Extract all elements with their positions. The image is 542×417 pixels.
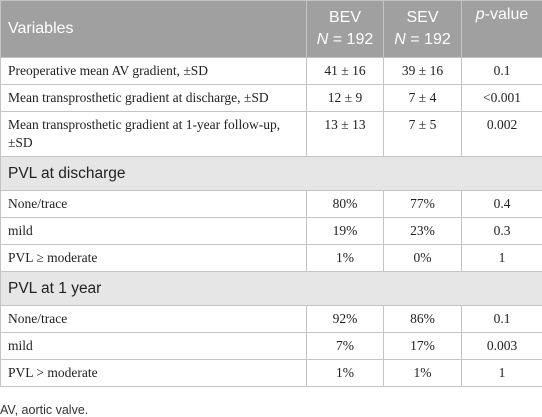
variable-cell: PVL > moderate <box>0 359 307 387</box>
value-cell: 1% <box>383 359 462 387</box>
data-row: None/trace 92% 86% 0.1 <box>0 305 542 333</box>
value-cell: 80% <box>306 190 384 218</box>
variable-cell: Mean transprosthetic gradient at 1-year … <box>0 111 307 157</box>
value-cell: 0.3 <box>461 217 542 245</box>
data-row: None/trace 80% 77% 0.4 <box>0 190 542 218</box>
variable-cell: None/trace <box>0 305 307 333</box>
data-row: Mean transprosthetic gradient at dischar… <box>0 84 542 112</box>
value-cell: 0.1 <box>461 57 542 85</box>
value-cell: 86% <box>383 305 462 333</box>
header-text: Variables <box>8 20 74 37</box>
data-row: PVL > moderate 1% 1% 1 <box>0 359 542 387</box>
value-cell: 7 ± 5 <box>383 111 462 157</box>
variable-cell: mild <box>0 217 307 245</box>
section-title: PVL at 1 year <box>0 271 542 306</box>
value-cell: 17% <box>383 332 462 360</box>
table-header: Variables BEV N = 192 SEV N = 192 p-valu… <box>0 0 542 58</box>
variable-cell: Mean transprosthetic gradient at dischar… <box>0 84 307 112</box>
header-text: -value <box>484 6 529 23</box>
data-row: PVL ≥ moderate 1% 0% 1 <box>0 244 542 272</box>
header-text: N <box>394 31 406 48</box>
value-cell: 0% <box>383 244 462 272</box>
value-cell: 0.003 <box>461 332 542 360</box>
data-row: Mean transprosthetic gradient at 1-year … <box>0 111 542 157</box>
value-cell: 12 ± 9 <box>306 84 384 112</box>
section-title: PVL at discharge <box>0 156 542 191</box>
value-cell: 92% <box>306 305 384 333</box>
header-row: Variables BEV N = 192 SEV N = 192 p-valu… <box>0 0 542 58</box>
data-row: mild 19% 23% 0.3 <box>0 217 542 245</box>
header-text: = 192 <box>332 31 374 48</box>
variable-cell: Preoperative mean AV gradient, ±SD <box>0 57 307 85</box>
header-text: = 192 <box>410 31 451 48</box>
section-row: PVL at 1 year <box>0 271 542 306</box>
variable-cell: mild <box>0 332 307 360</box>
value-cell: 41 ± 16 <box>306 57 384 85</box>
value-cell: 13 ± 13 <box>306 111 384 157</box>
section-row: PVL at discharge <box>0 156 542 191</box>
header-cell: p-value <box>461 0 542 58</box>
header-cell: BEV N = 192 <box>306 0 384 58</box>
value-cell: 1 <box>461 359 542 387</box>
header-text: N <box>316 31 329 48</box>
value-cell: <0.001 <box>461 84 542 112</box>
value-cell: 0.002 <box>461 111 542 157</box>
header-text: BEV <box>328 9 361 26</box>
header-cell: SEV N = 192 <box>383 0 462 58</box>
variable-cell: PVL ≥ moderate <box>0 244 307 272</box>
value-cell: 19% <box>306 217 384 245</box>
value-cell: 39 ± 16 <box>383 57 462 85</box>
footnote: AV, aortic valve. <box>0 403 89 417</box>
header-cell: Variables <box>0 0 307 58</box>
value-cell: 1% <box>306 359 384 387</box>
data-table: Variables BEV N = 192 SEV N = 192 p-valu… <box>0 0 542 387</box>
value-cell: 1% <box>306 244 384 272</box>
header-text: SEV <box>406 9 439 26</box>
data-row: mild 7% 17% 0.003 <box>0 332 542 360</box>
value-cell: 7% <box>306 332 384 360</box>
table-body: Preoperative mean AV gradient, ±SD 41 ± 1… <box>0 57 542 387</box>
value-cell: 7 ± 4 <box>383 84 462 112</box>
data-row: Preoperative mean AV gradient, ±SD 41 ± 1… <box>0 57 542 85</box>
variable-cell: None/trace <box>0 190 307 218</box>
value-cell: 23% <box>383 217 462 245</box>
value-cell: 0.1 <box>461 305 542 333</box>
header-text: p <box>475 6 485 23</box>
value-cell: 77% <box>383 190 462 218</box>
value-cell: 0.4 <box>461 190 542 218</box>
value-cell: 1 <box>461 244 542 272</box>
